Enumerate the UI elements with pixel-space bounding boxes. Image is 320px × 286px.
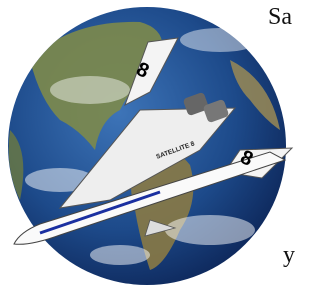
page: 8 8 SATELLITE 8 Sa y (() => { const data… [0,0,297,286]
illustration: 8 8 SATELLITE 8 Sa y [0,0,297,286]
corner-text: Sa [268,4,292,30]
corner-text: y [283,242,295,268]
